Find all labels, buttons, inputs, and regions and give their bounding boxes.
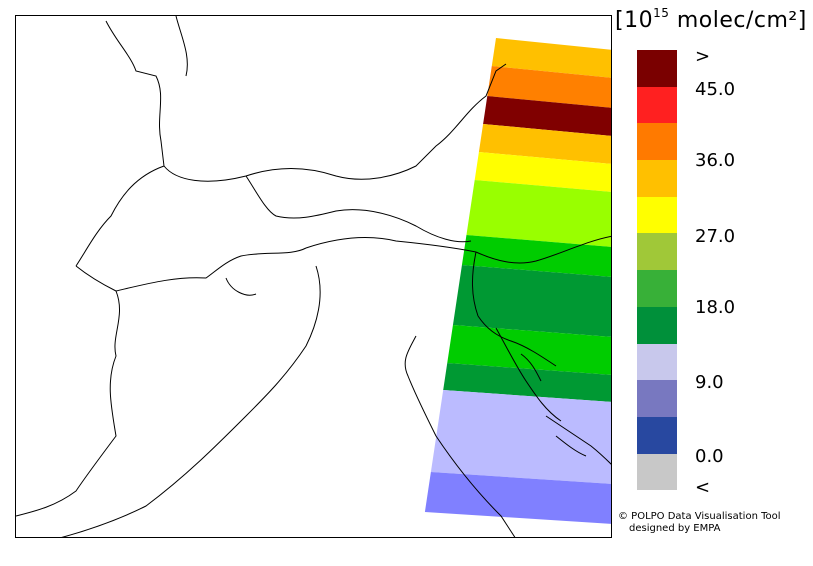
country-borders bbox=[16, 16, 611, 537]
legend-swatch bbox=[637, 270, 677, 307]
swath-band bbox=[447, 325, 611, 375]
legend-swatch bbox=[637, 453, 677, 491]
legend-swatch bbox=[637, 416, 677, 454]
swath-band bbox=[483, 96, 611, 136]
credit-text: © POLPO Data Visualisation Tool designed… bbox=[618, 511, 781, 534]
units-label: [1015 molec/cm²] bbox=[615, 6, 807, 33]
legend-swatch bbox=[637, 50, 677, 87]
map-svg bbox=[16, 16, 611, 537]
legend-swatch bbox=[637, 196, 677, 234]
legend-tick-label: 9.0 bbox=[695, 372, 724, 393]
satellite-swath bbox=[424, 38, 611, 524]
swath-band bbox=[466, 180, 611, 247]
swath-band bbox=[474, 152, 611, 192]
legend-swatch bbox=[637, 343, 677, 381]
swath-band bbox=[487, 66, 611, 108]
legend-tick-label: < bbox=[695, 477, 711, 498]
swath-band bbox=[491, 38, 611, 78]
map-panel bbox=[15, 15, 612, 538]
color-legend bbox=[637, 50, 677, 491]
legend-tick-label: 36.0 bbox=[695, 150, 736, 171]
legend-tick-label: 0.0 bbox=[695, 446, 724, 467]
swath-band bbox=[452, 265, 611, 337]
swath-band bbox=[478, 124, 611, 164]
legend-tick-label: 45.0 bbox=[695, 79, 736, 100]
legend-swatch bbox=[637, 233, 677, 271]
legend-swatch bbox=[637, 123, 677, 161]
legend-swatch bbox=[637, 160, 677, 197]
swath-band bbox=[424, 472, 611, 524]
legend-swatch bbox=[637, 380, 677, 417]
legend-swatch bbox=[637, 86, 677, 124]
swath-band bbox=[461, 235, 611, 277]
legend-tick-label: > bbox=[695, 46, 711, 67]
legend-swatch bbox=[637, 306, 677, 344]
legend-tick-label: 27.0 bbox=[695, 226, 736, 247]
swath-band bbox=[430, 390, 611, 484]
legend-tick-label: 18.0 bbox=[695, 297, 736, 318]
